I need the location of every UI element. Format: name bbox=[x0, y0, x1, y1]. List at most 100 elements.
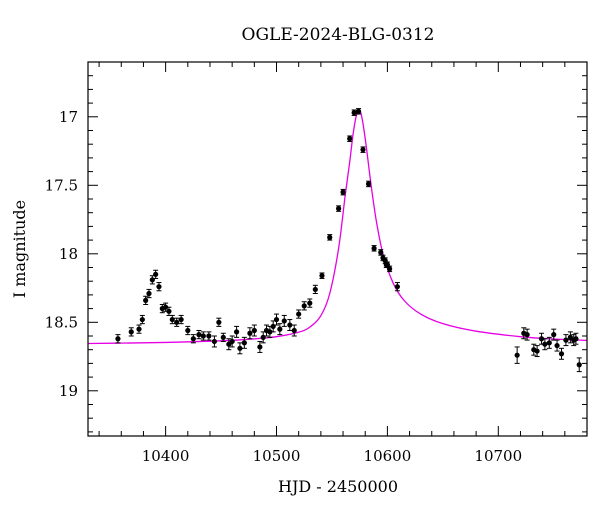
data-point bbox=[365, 180, 372, 188]
data-point bbox=[319, 272, 325, 279]
axis-ticks bbox=[88, 62, 588, 436]
data-point bbox=[551, 328, 557, 341]
data-points-layer bbox=[115, 108, 582, 373]
x-axis-label: HJD - 2450000 bbox=[278, 477, 398, 496]
data-point bbox=[136, 324, 142, 334]
data-point bbox=[211, 335, 218, 348]
point-marker bbox=[365, 181, 372, 187]
data-point bbox=[257, 340, 263, 353]
point-marker bbox=[143, 297, 149, 303]
y-tick-label: 17 bbox=[59, 108, 78, 126]
point-marker bbox=[206, 333, 212, 339]
point-marker bbox=[291, 327, 297, 334]
point-marker bbox=[169, 316, 175, 323]
data-point bbox=[273, 313, 280, 326]
point-marker bbox=[139, 316, 145, 323]
point-marker bbox=[355, 108, 362, 114]
data-point bbox=[524, 328, 530, 341]
data-point bbox=[514, 346, 520, 364]
data-point bbox=[149, 275, 155, 285]
data-point bbox=[347, 135, 353, 142]
data-point bbox=[576, 357, 582, 373]
data-point bbox=[156, 282, 162, 292]
data-point bbox=[534, 345, 540, 358]
point-marker bbox=[211, 338, 218, 345]
point-marker bbox=[307, 300, 313, 306]
data-point bbox=[139, 314, 145, 325]
data-point bbox=[196, 330, 202, 340]
data-point bbox=[115, 334, 121, 344]
data-point bbox=[200, 331, 206, 341]
data-point bbox=[312, 284, 318, 295]
point-marker bbox=[538, 336, 545, 342]
data-point bbox=[371, 245, 377, 252]
point-marker bbox=[524, 332, 530, 338]
x-tick-label: 10500 bbox=[253, 447, 301, 465]
data-point bbox=[229, 335, 235, 348]
point-marker bbox=[546, 340, 552, 346]
data-point bbox=[237, 342, 243, 355]
point-marker bbox=[190, 336, 196, 342]
point-marker bbox=[185, 327, 191, 334]
data-point bbox=[546, 336, 552, 349]
data-point bbox=[355, 108, 362, 115]
y-tick-label: 17.5 bbox=[45, 176, 78, 194]
point-marker bbox=[166, 308, 172, 314]
point-marker bbox=[394, 284, 400, 290]
point-marker bbox=[200, 333, 206, 339]
y-tick-label: 18 bbox=[59, 245, 78, 263]
point-marker bbox=[301, 303, 307, 309]
point-marker bbox=[558, 351, 565, 357]
data-point bbox=[360, 146, 366, 153]
data-point bbox=[327, 234, 333, 241]
data-point bbox=[351, 109, 357, 116]
point-marker bbox=[281, 318, 287, 324]
data-point bbox=[307, 298, 313, 308]
data-point bbox=[387, 265, 393, 273]
point-marker bbox=[287, 322, 293, 328]
point-marker bbox=[563, 337, 569, 343]
point-marker bbox=[153, 271, 159, 277]
point-marker bbox=[340, 189, 346, 195]
chart-title: OGLE-2024-BLG-0312 bbox=[242, 25, 435, 45]
data-point bbox=[296, 309, 302, 319]
data-point bbox=[251, 324, 257, 337]
point-marker bbox=[277, 326, 283, 332]
point-marker bbox=[174, 319, 180, 325]
data-point bbox=[378, 249, 384, 256]
point-marker bbox=[178, 316, 184, 323]
data-point bbox=[153, 269, 159, 279]
point-marker bbox=[233, 329, 240, 335]
data-point bbox=[169, 314, 175, 325]
point-marker bbox=[551, 332, 557, 338]
data-point bbox=[233, 325, 240, 338]
point-marker bbox=[296, 311, 302, 317]
data-point bbox=[336, 205, 342, 212]
data-point bbox=[185, 325, 191, 336]
data-point bbox=[206, 331, 212, 341]
data-point bbox=[340, 188, 346, 196]
point-marker bbox=[115, 336, 121, 342]
point-marker bbox=[534, 348, 540, 354]
data-point bbox=[190, 334, 196, 344]
point-marker bbox=[241, 340, 247, 346]
x-tick-label: 10600 bbox=[364, 447, 412, 465]
x-tick-label: 10400 bbox=[142, 447, 190, 465]
point-marker bbox=[273, 316, 280, 323]
point-marker bbox=[156, 284, 162, 290]
data-point bbox=[220, 332, 226, 342]
point-marker bbox=[351, 110, 357, 116]
data-point bbox=[277, 323, 283, 336]
point-marker bbox=[229, 338, 235, 345]
point-marker bbox=[347, 136, 353, 142]
point-marker bbox=[573, 336, 579, 342]
data-point bbox=[554, 339, 560, 352]
data-point bbox=[301, 301, 307, 311]
point-marker bbox=[163, 304, 169, 310]
point-marker bbox=[387, 266, 393, 272]
data-point bbox=[394, 282, 400, 292]
point-marker bbox=[542, 341, 548, 347]
point-marker bbox=[514, 352, 520, 358]
data-point bbox=[563, 334, 569, 347]
